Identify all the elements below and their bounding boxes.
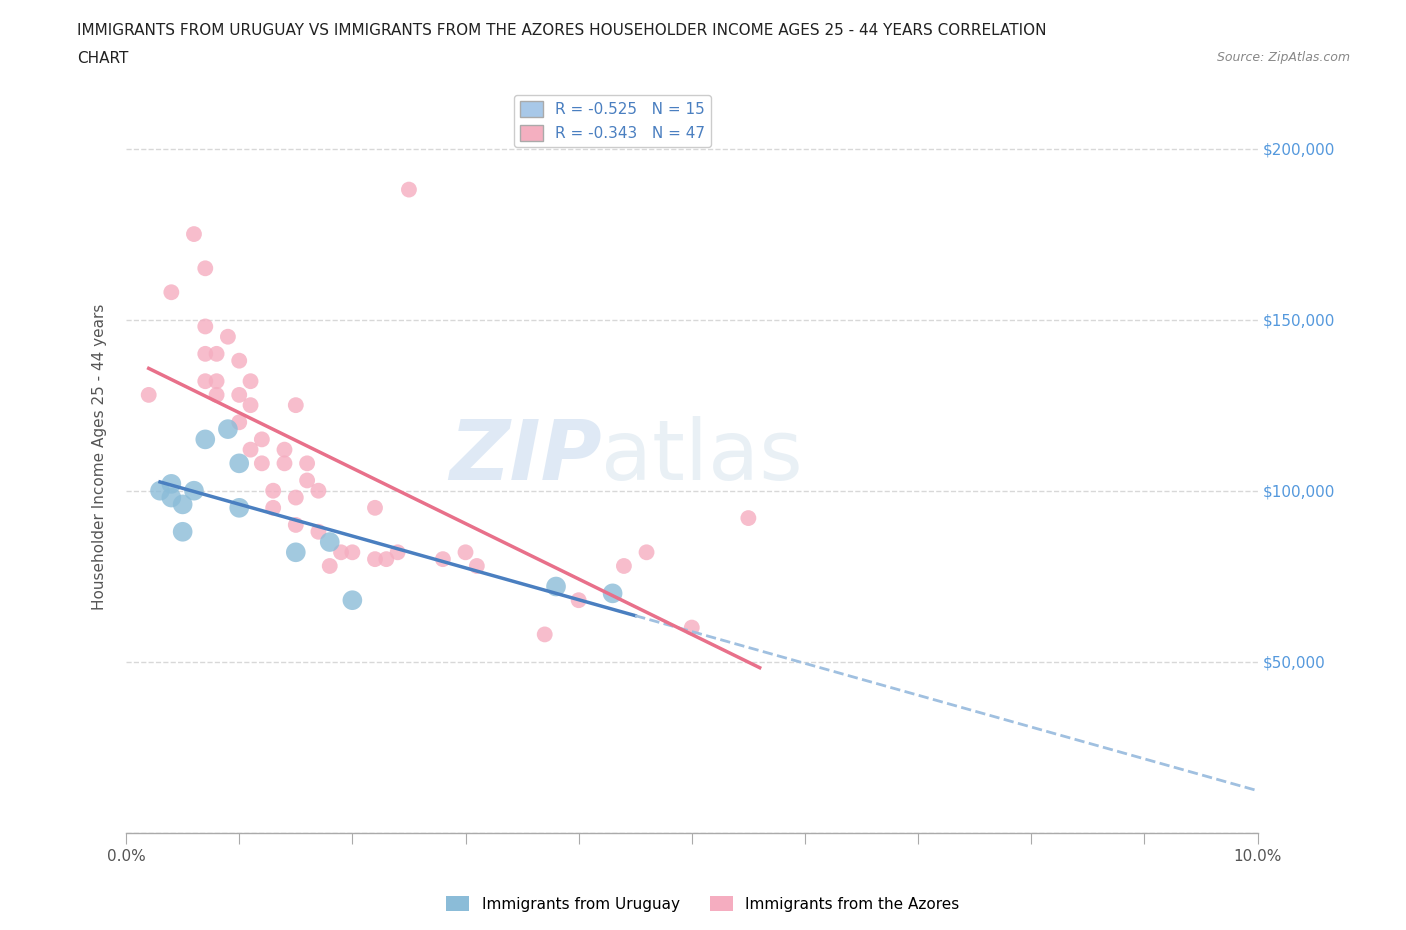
Point xyxy=(160,476,183,491)
Point xyxy=(398,182,420,197)
Point xyxy=(273,456,295,471)
Point xyxy=(250,432,273,446)
Legend: R = -0.525   N = 15, R = -0.343   N = 47: R = -0.525 N = 15, R = -0.343 N = 47 xyxy=(515,95,711,147)
Point xyxy=(375,551,398,566)
Point xyxy=(544,579,567,594)
Point xyxy=(284,398,307,413)
Point xyxy=(217,421,239,436)
Point xyxy=(194,432,217,446)
Point xyxy=(239,442,262,457)
Text: ZIP: ZIP xyxy=(449,416,602,497)
Point xyxy=(307,525,329,539)
Point xyxy=(319,535,342,550)
Point xyxy=(194,374,217,389)
Text: IMMIGRANTS FROM URUGUAY VS IMMIGRANTS FROM THE AZORES HOUSEHOLDER INCOME AGES 25: IMMIGRANTS FROM URUGUAY VS IMMIGRANTS FR… xyxy=(77,23,1047,38)
Point xyxy=(239,374,262,389)
Point xyxy=(262,500,284,515)
Point xyxy=(454,545,477,560)
Point xyxy=(172,525,194,539)
Point xyxy=(217,329,239,344)
Text: Source: ZipAtlas.com: Source: ZipAtlas.com xyxy=(1216,51,1350,64)
Point xyxy=(613,559,636,574)
Point xyxy=(330,545,353,560)
Point xyxy=(205,346,228,361)
Y-axis label: Householder Income Ages 25 - 44 years: Householder Income Ages 25 - 44 years xyxy=(93,303,107,610)
Legend: Immigrants from Uruguay, Immigrants from the Azores: Immigrants from Uruguay, Immigrants from… xyxy=(440,889,966,918)
Point xyxy=(138,388,160,403)
Point xyxy=(681,620,703,635)
Point xyxy=(160,285,183,299)
Point xyxy=(250,456,273,471)
Point xyxy=(228,456,250,471)
Point xyxy=(172,497,194,512)
Point xyxy=(228,415,250,430)
Point xyxy=(228,388,250,403)
Point xyxy=(568,592,591,607)
Point xyxy=(636,545,658,560)
Point xyxy=(295,473,318,488)
Point xyxy=(273,442,295,457)
Point xyxy=(194,319,217,334)
Point xyxy=(465,559,488,574)
Point xyxy=(183,484,205,498)
Point xyxy=(533,627,555,642)
Point xyxy=(364,551,387,566)
Text: atlas: atlas xyxy=(602,416,803,497)
Point xyxy=(149,484,172,498)
Point xyxy=(239,398,262,413)
Point xyxy=(284,490,307,505)
Point xyxy=(307,484,329,498)
Point xyxy=(319,559,342,574)
Point xyxy=(228,500,250,515)
Point xyxy=(160,490,183,505)
Point xyxy=(387,545,409,560)
Point xyxy=(205,374,228,389)
Point xyxy=(228,353,250,368)
Point xyxy=(364,500,387,515)
Point xyxy=(432,551,454,566)
Point xyxy=(602,586,624,601)
Point xyxy=(284,545,307,560)
Point xyxy=(194,346,217,361)
Point xyxy=(284,517,307,532)
Point xyxy=(342,545,364,560)
Point xyxy=(737,511,759,525)
Point xyxy=(205,388,228,403)
Text: CHART: CHART xyxy=(77,51,129,66)
Point xyxy=(342,592,364,607)
Point xyxy=(262,484,284,498)
Point xyxy=(194,260,217,275)
Point xyxy=(295,456,318,471)
Point xyxy=(183,227,205,242)
